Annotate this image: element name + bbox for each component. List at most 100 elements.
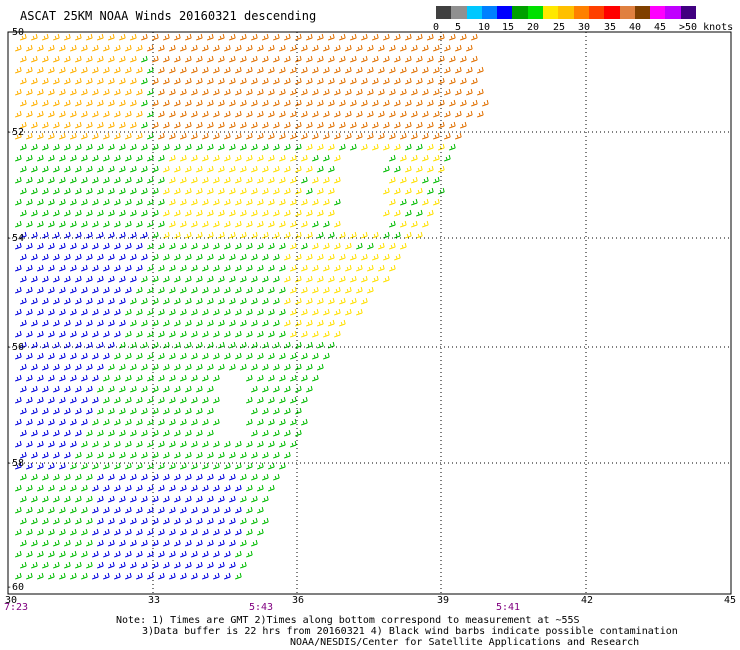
wind-barb: [196, 33, 203, 41]
wind-barb: [229, 253, 236, 261]
wind-barb: [262, 363, 269, 371]
wind-barb: [42, 77, 49, 85]
wind-barb: [37, 484, 44, 492]
wind-barb: [103, 374, 110, 382]
wind-barb: [130, 99, 137, 107]
wind-barb: [301, 154, 308, 162]
wind-barb: [229, 319, 236, 327]
wind-barb: [158, 550, 165, 558]
wind-barb: [64, 451, 71, 459]
wind-barb: [257, 264, 264, 272]
wind-barb: [273, 429, 280, 437]
wind-barb: [202, 44, 209, 52]
wind-barb: [75, 231, 82, 239]
wind-barb: [273, 253, 280, 261]
wind-barb: [174, 517, 181, 525]
wind-barb: [218, 187, 225, 195]
wind-barb: [37, 154, 44, 162]
wind-barb: [191, 440, 198, 448]
wind-barb: [141, 33, 148, 41]
wind-barb: [53, 319, 60, 327]
wind-barb: [367, 286, 374, 294]
wind-barb: [317, 275, 324, 283]
wind-barb: [158, 88, 165, 96]
wind-barb: [37, 352, 44, 360]
wind-barb: [114, 440, 121, 448]
wind-barb: [31, 385, 38, 393]
wind-barb: [86, 451, 93, 459]
wind-barb: [180, 352, 187, 360]
wind-barb: [202, 66, 209, 74]
wind-barb: [433, 88, 440, 96]
wind-barb: [202, 198, 209, 206]
wind-barb: [323, 132, 330, 140]
wind-barb: [136, 550, 143, 558]
wind-barb: [268, 484, 275, 492]
wind-barb: [59, 484, 66, 492]
wind-barb: [251, 473, 258, 481]
wind-barb: [350, 121, 357, 129]
wind-barb: [235, 198, 242, 206]
wind-barb: [70, 418, 77, 426]
scale-swatch: [680, 6, 697, 19]
wind-barb: [273, 143, 280, 151]
wind-barb: [136, 572, 143, 580]
wind-barb: [433, 132, 440, 140]
wind-barb: [246, 132, 253, 140]
wind-barb: [235, 352, 242, 360]
wind-barb: [449, 55, 456, 63]
wind-barb: [15, 550, 22, 558]
wind-barb: [70, 242, 77, 250]
wind-barb: [92, 308, 99, 316]
wind-barb: [37, 198, 44, 206]
wind-barb: [125, 462, 132, 470]
wind-barb: [86, 209, 93, 217]
wind-barb: [37, 286, 44, 294]
wind-barb: [163, 429, 170, 437]
wind-barb: [152, 143, 159, 151]
wind-barb: [20, 363, 27, 371]
scale-label: 10: [478, 22, 491, 33]
wind-barb: [42, 297, 49, 305]
wind-barb: [130, 297, 137, 305]
wind-barb: [103, 352, 110, 360]
wind-barb: [152, 473, 159, 481]
wind-barb: [422, 66, 429, 74]
wind-barb: [53, 297, 60, 305]
wind-barb: [108, 99, 115, 107]
wind-barb: [444, 88, 451, 96]
wind-barb: [130, 407, 137, 415]
wind-barb: [471, 55, 478, 63]
wind-barb: [26, 550, 33, 558]
wind-barb: [284, 319, 291, 327]
wind-barb: [334, 66, 341, 74]
wind-barb: [367, 264, 374, 272]
wind-barb: [108, 385, 115, 393]
wind-barb: [246, 352, 253, 360]
wind-barb: [75, 121, 82, 129]
wind-barb: [471, 77, 478, 85]
wind-barb: [323, 242, 330, 250]
wind-barb: [246, 88, 253, 96]
wind-barb: [246, 330, 253, 338]
wind-barb: [334, 220, 341, 228]
wind-barb: [235, 110, 242, 118]
wind-barb: [75, 341, 82, 349]
wind-barb: [191, 374, 198, 382]
wind-barb: [86, 319, 93, 327]
wind-barb: [86, 275, 93, 283]
wind-barb: [191, 154, 198, 162]
wind-barb: [411, 198, 418, 206]
wind-barb: [92, 132, 99, 140]
wind-barb: [235, 176, 242, 184]
scale-label: 15: [502, 22, 515, 33]
wind-barb: [136, 198, 143, 206]
wind-barb: [378, 242, 385, 250]
wind-barb: [42, 539, 49, 547]
wind-barb: [191, 264, 198, 272]
wind-barb: [323, 352, 330, 360]
wind-barb: [438, 33, 445, 41]
wind-barb: [119, 429, 126, 437]
wind-barb: [108, 407, 115, 415]
wind-barb: [141, 297, 148, 305]
